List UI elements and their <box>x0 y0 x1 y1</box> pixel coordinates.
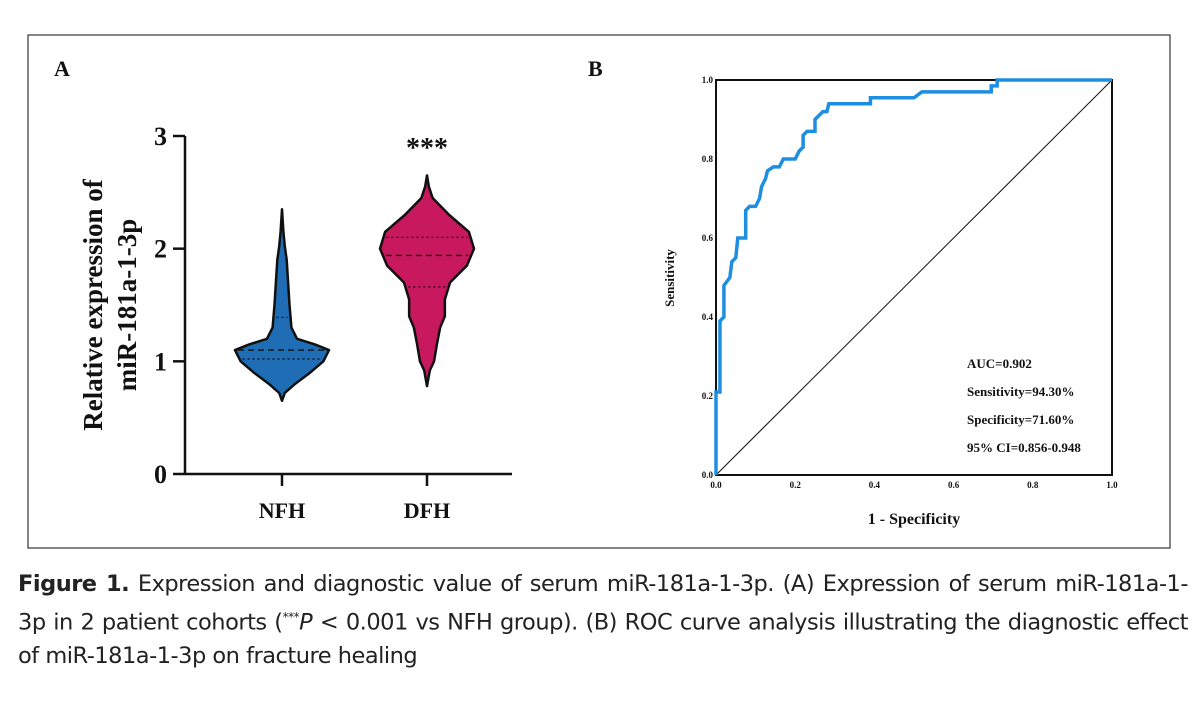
x-tick-label: DFH <box>404 498 450 523</box>
x-tick-label: 1.0 <box>1106 480 1118 490</box>
y-tick-label: 0.8 <box>702 154 714 164</box>
x-axis-label: 1 - Specificity <box>868 511 960 528</box>
x-tick-label: 0.2 <box>790 480 802 490</box>
y-tick-label: 3 <box>154 122 167 151</box>
annotation-sensitivity: Sensitivity=94.30% <box>967 384 1074 399</box>
caption-text-2: < 0.001 vs NFH group). (B) ROC curve ana… <box>18 609 1189 669</box>
annotation-ci: 95% CI=0.856-0.948 <box>967 440 1081 455</box>
y-tick-label: 2 <box>154 235 167 264</box>
violin-nfh <box>233 207 331 403</box>
y-tick-label: 1 <box>154 347 167 376</box>
y-axis-label-line2: miR-181a-1-3p <box>112 219 142 391</box>
y-tick-label: 0.4 <box>702 312 714 322</box>
panel-b: B 0.0 0.2 0.4 0.6 0.8 1.0 0.0 0.2 0.4 0.6 0.8 1.0 1… <box>588 56 1118 528</box>
y-axis-label-line1: Relative expression of <box>78 178 108 430</box>
plot-frame <box>715 79 1113 476</box>
x-tick-label: 0.4 <box>869 480 881 490</box>
x-tick-label: 0.6 <box>948 480 960 490</box>
x-tick-label: 0.0 <box>710 480 722 490</box>
y-tick-label: 0.6 <box>702 233 714 243</box>
figure-caption: Figure 1. Expression and diagnostic valu… <box>18 568 1189 673</box>
panel-b-label: B <box>588 56 603 81</box>
y-tick-label: 0.2 <box>702 391 714 401</box>
caption-label: Figure 1. <box>18 571 130 597</box>
y-tick-label: 1.0 <box>702 75 714 85</box>
caption-significance: *** <box>282 610 300 624</box>
y-tick-label: 0.0 <box>702 470 714 480</box>
roc-curve <box>714 78 1112 475</box>
violin-dfh <box>378 174 476 388</box>
y-tick-label: 0 <box>154 460 167 489</box>
figure-frame <box>27 34 1171 549</box>
caption-p: P <box>299 609 313 636</box>
significance-marker: *** <box>406 133 448 164</box>
caption-text-1: Expression and diagnostic value of serum… <box>18 571 1189 636</box>
x-tick-label: 0.8 <box>1027 480 1039 490</box>
annotation-auc: AUC=0.902 <box>967 356 1032 371</box>
x-tick-label: NFH <box>259 498 305 523</box>
reference-diagonal <box>715 79 1113 476</box>
y-axis-label: Sensitivity <box>662 249 677 307</box>
annotation-specificity: Specificity=71.60% <box>967 412 1074 427</box>
panel-a-label: A <box>54 56 70 81</box>
